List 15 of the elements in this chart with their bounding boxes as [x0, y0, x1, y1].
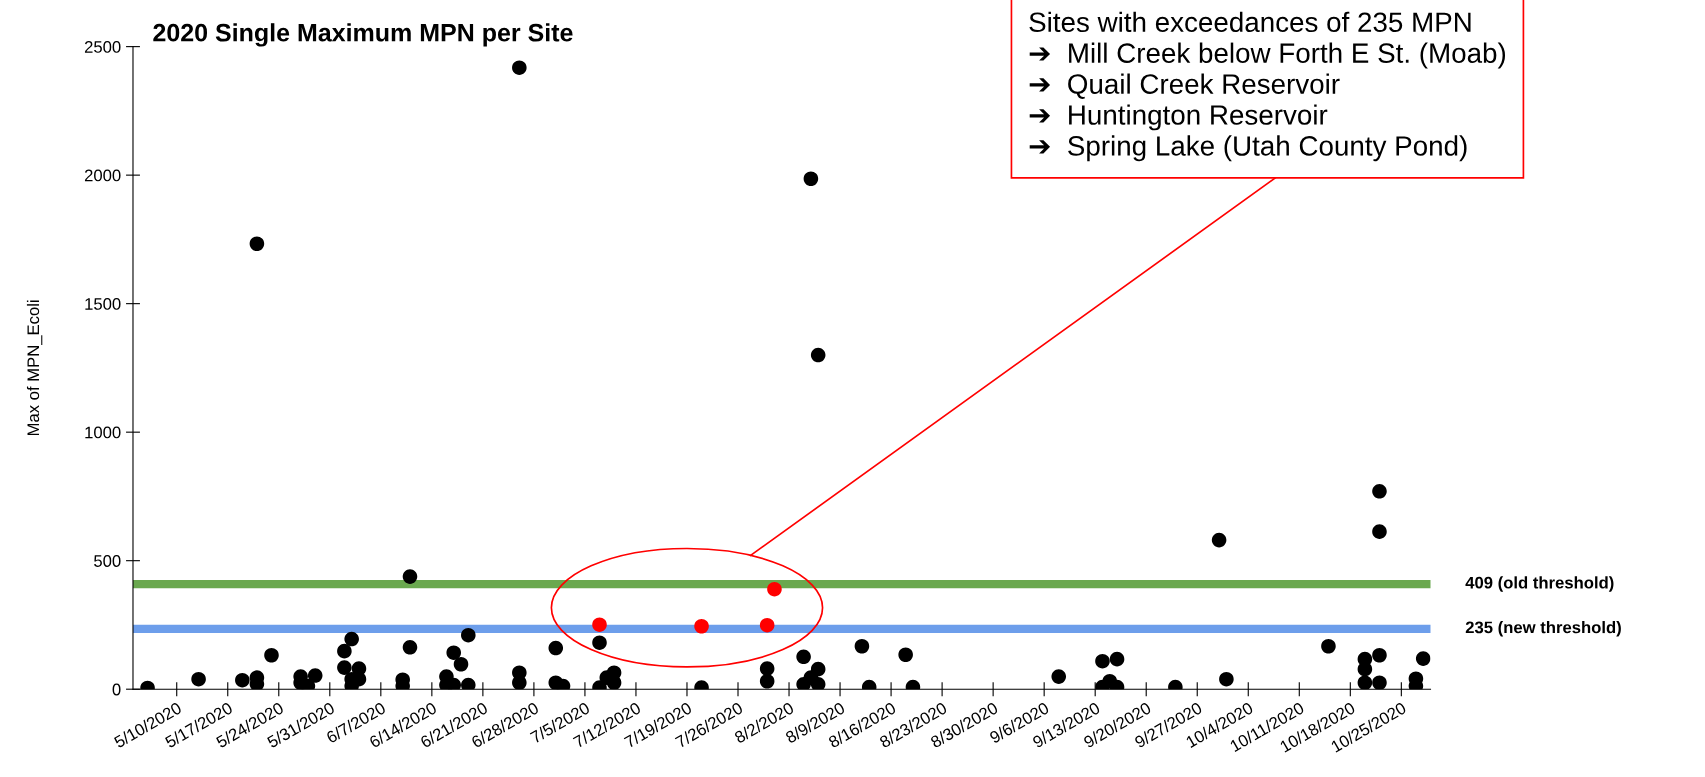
point [759, 617, 775, 633]
y-tick-label: 1500 [85, 298, 121, 310]
point [592, 617, 607, 632]
y-tick-label: 2500 [84, 41, 121, 53]
y-tick-label: 2000 [84, 169, 121, 182]
chart-title: 2020 Single Maximum MPN per Site [153, 23, 573, 47]
ref-line-label: 235 (new threshold) [1465, 621, 1621, 637]
y-tick-label: 1000 [85, 426, 121, 439]
annotation: Sites with exceedances of 235 MPN ➔ Mill Creek below Forth E St. (Moab) ➔ Quail Creek Reservoir ➔ Huntington Reservoir ➔ Spring Lake (Utah County Pond) [1029, 11, 1506, 162]
y-tick-label: 500 [94, 555, 121, 567]
y-tick-label: 0 [112, 683, 121, 696]
y-axis-title: Max of MPN_Ecoli [26, 300, 43, 436]
point [767, 581, 782, 597]
ref-line-label: 409 (old threshold) [1465, 576, 1614, 592]
point [694, 618, 709, 634]
